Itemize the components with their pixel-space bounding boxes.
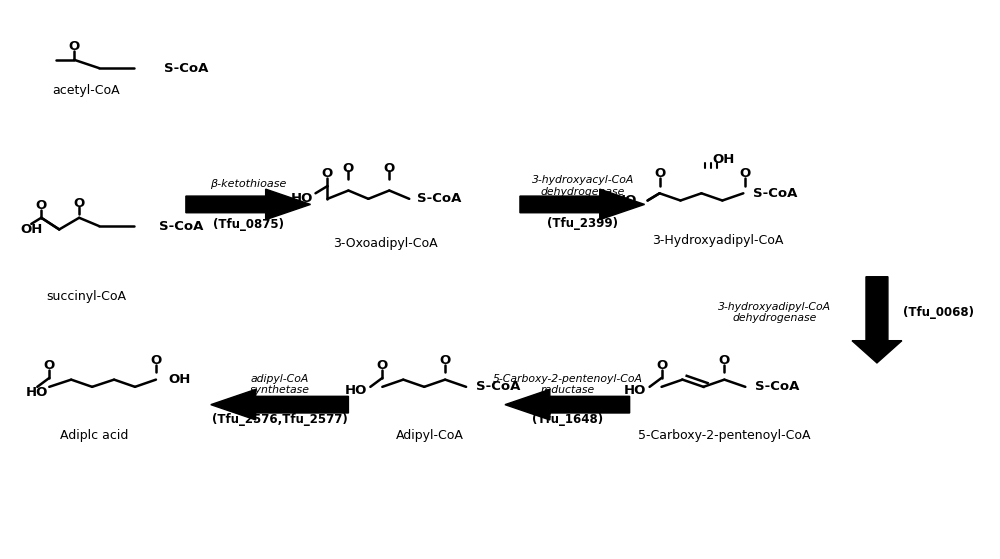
Text: HO: HO [25, 386, 48, 399]
Text: HO: HO [345, 384, 367, 397]
Text: O: O [69, 40, 80, 54]
Text: O: O [74, 197, 85, 210]
Text: S-CoA: S-CoA [476, 380, 520, 394]
Text: dehydrogenase: dehydrogenase [541, 187, 625, 197]
Text: Adipyl-CoA: Adipyl-CoA [396, 429, 464, 442]
Text: β-ketothioase: β-ketothioase [211, 179, 287, 189]
Text: OH: OH [20, 223, 42, 236]
Text: HO: HO [624, 384, 647, 397]
Text: O: O [150, 354, 162, 367]
FancyArrow shape [186, 189, 311, 220]
Text: S-CoA: S-CoA [164, 61, 208, 75]
Text: 3-hydroxyadipyl-CoA: 3-hydroxyadipyl-CoA [718, 302, 831, 312]
Text: HO: HO [291, 192, 314, 205]
Text: (Tfu_0068): (Tfu_0068) [903, 306, 974, 319]
Text: OH: OH [168, 373, 190, 386]
Text: 5-Carboxy-2-pentenoyl-CoA: 5-Carboxy-2-pentenoyl-CoA [638, 429, 811, 442]
Text: adipyl-CoA: adipyl-CoA [250, 373, 309, 383]
Text: (Tfu_2399): (Tfu_2399) [547, 217, 618, 230]
Text: dehydrogenase: dehydrogenase [732, 314, 816, 324]
Text: reductase: reductase [541, 385, 595, 395]
Text: (Tfu_2576,Tfu_2577): (Tfu_2576,Tfu_2577) [212, 413, 347, 426]
Text: (Tfu_1648): (Tfu_1648) [532, 413, 603, 426]
FancyArrow shape [520, 189, 645, 220]
Text: Adiplc acid: Adiplc acid [60, 429, 128, 442]
Text: O: O [656, 359, 667, 372]
Text: HO: HO [615, 194, 638, 207]
Text: S-CoA: S-CoA [417, 192, 462, 205]
Text: (Tfu_0875): (Tfu_0875) [213, 219, 284, 231]
Text: 5-Carboxy-2-pentenoyl-CoA: 5-Carboxy-2-pentenoyl-CoA [493, 373, 643, 383]
Text: 3-Hydroxyadipyl-CoA: 3-Hydroxyadipyl-CoA [652, 234, 783, 247]
Text: 3-hydroxyacyl-CoA: 3-hydroxyacyl-CoA [532, 176, 634, 186]
Text: acetyl-CoA: acetyl-CoA [52, 84, 120, 97]
Text: O: O [719, 354, 730, 367]
FancyArrow shape [852, 277, 902, 363]
Text: succinyl-CoA: succinyl-CoA [46, 290, 126, 302]
Text: O: O [377, 359, 388, 372]
Text: O: O [44, 359, 55, 372]
Text: O: O [322, 167, 333, 181]
Text: O: O [36, 199, 47, 212]
Text: O: O [440, 354, 451, 367]
Text: S-CoA: S-CoA [753, 187, 798, 200]
Text: O: O [343, 162, 354, 175]
Text: O: O [654, 167, 665, 181]
Text: O: O [384, 162, 395, 175]
FancyArrow shape [505, 390, 630, 420]
Text: S-CoA: S-CoA [159, 220, 203, 233]
Text: synthetase: synthetase [250, 385, 310, 395]
Text: O: O [740, 167, 751, 181]
Text: 3-Oxoadipyl-CoA: 3-Oxoadipyl-CoA [333, 237, 438, 250]
FancyArrow shape [211, 390, 348, 420]
Text: OH: OH [712, 153, 735, 167]
Text: S-CoA: S-CoA [755, 380, 800, 394]
